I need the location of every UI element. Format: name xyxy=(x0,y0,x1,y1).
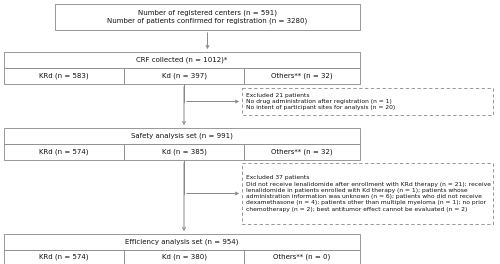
Text: Kd (n = 397): Kd (n = 397) xyxy=(162,73,206,79)
Bar xyxy=(4,144,124,160)
Bar xyxy=(4,250,124,264)
Bar xyxy=(242,163,493,224)
Text: Efficiency analysis set (n = 954): Efficiency analysis set (n = 954) xyxy=(126,239,238,245)
Bar xyxy=(124,144,244,160)
Bar xyxy=(244,144,360,160)
Text: Safety analysis set (n = 991): Safety analysis set (n = 991) xyxy=(131,133,233,139)
Text: KRd (n = 574): KRd (n = 574) xyxy=(39,254,89,260)
Text: Number of registered centers (n = 591)
Number of patients confirmed for registra: Number of registered centers (n = 591) N… xyxy=(108,10,308,24)
Bar xyxy=(4,68,124,84)
Bar xyxy=(55,4,360,30)
Text: KRd (n = 583): KRd (n = 583) xyxy=(39,73,89,79)
Text: Others** (n = 32): Others** (n = 32) xyxy=(271,73,333,79)
Bar xyxy=(124,250,244,264)
Bar xyxy=(4,52,360,68)
Bar xyxy=(242,88,493,115)
Text: Excluded 21 patients
No drug administration after registration (n = 1)
No intent: Excluded 21 patients No drug administrat… xyxy=(246,93,395,110)
Text: Kd (n = 380): Kd (n = 380) xyxy=(162,254,206,260)
Bar xyxy=(4,234,360,250)
Text: Kd (n = 385): Kd (n = 385) xyxy=(162,149,206,155)
Bar xyxy=(244,68,360,84)
Text: Others** (n = 32): Others** (n = 32) xyxy=(271,149,333,155)
Text: Others** (n = 0): Others** (n = 0) xyxy=(274,254,330,260)
Bar xyxy=(244,250,360,264)
Bar xyxy=(124,68,244,84)
Text: Excluded 37 patients
Did not receive lenalidomide after enrollment with KRd ther: Excluded 37 patients Did not receive len… xyxy=(246,176,491,211)
Text: KRd (n = 574): KRd (n = 574) xyxy=(39,149,89,155)
Text: CRF collected (n = 1012)*: CRF collected (n = 1012)* xyxy=(136,57,228,63)
Bar xyxy=(4,128,360,144)
